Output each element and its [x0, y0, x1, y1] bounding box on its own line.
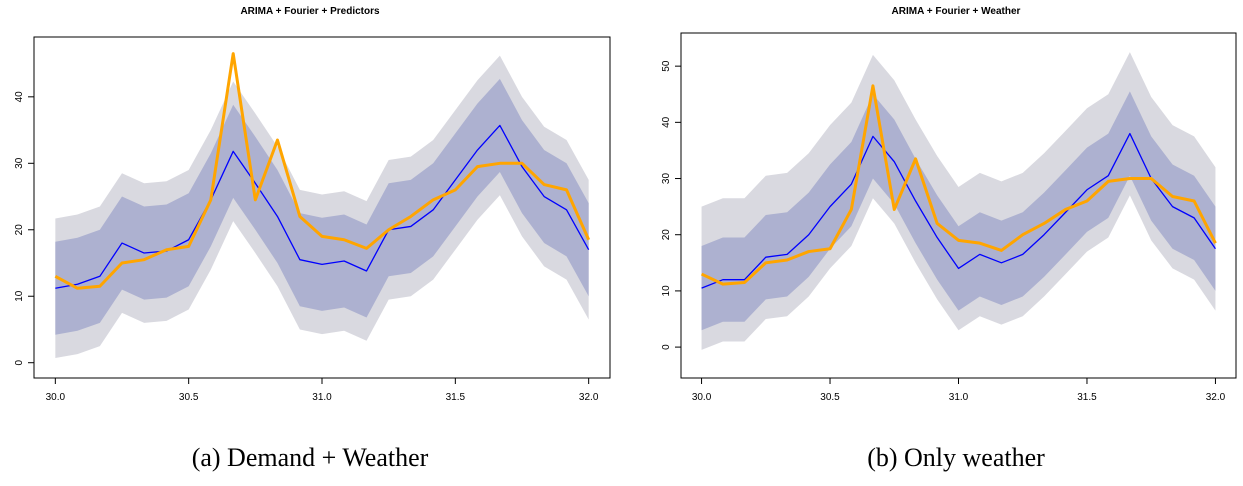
y-tick-label: 20 — [14, 224, 25, 236]
y-tick-label: 40 — [661, 116, 672, 128]
x-tick-label: 30.0 — [46, 392, 66, 403]
x-tick-label: 32.0 — [579, 392, 599, 403]
chart-title: ARIMA + Fourier + Weather — [892, 6, 1021, 17]
forecast-line — [55, 124, 590, 289]
y-tick-label: 20 — [661, 229, 672, 241]
interval-band — [701, 91, 1216, 331]
x-tick-label: 31.5 — [1077, 392, 1097, 403]
x-tick-label: 31.0 — [312, 392, 332, 403]
y-tick-label: 40 — [14, 91, 25, 103]
y-tick-label: 50 — [661, 60, 672, 72]
y-tick-label: 10 — [14, 290, 25, 302]
x-tick-label: 30.5 — [820, 392, 840, 403]
y-tick-label: 0 — [661, 344, 672, 350]
x-tick-label: 31.5 — [446, 392, 466, 403]
x-tick-label: 30.5 — [179, 392, 199, 403]
caption: (a) Demand + Weather — [192, 443, 429, 472]
interval-band — [55, 78, 589, 335]
forecast-line — [701, 132, 1216, 289]
x-tick-label: 32.0 — [1206, 392, 1226, 403]
actual-line — [54, 52, 591, 290]
x-tick-label: 30.0 — [692, 392, 712, 403]
x-tick-label: 31.0 — [949, 392, 969, 403]
y-tick-label: 30 — [661, 173, 672, 185]
y-tick-label: 0 — [14, 359, 25, 365]
actual-line — [700, 84, 1217, 286]
interval-band — [701, 52, 1216, 350]
y-tick-label: 10 — [661, 285, 672, 297]
caption: (b) Only weather — [867, 443, 1045, 472]
chart-title: ARIMA + Fourier + Predictors — [240, 6, 380, 17]
y-tick-label: 30 — [14, 157, 25, 169]
